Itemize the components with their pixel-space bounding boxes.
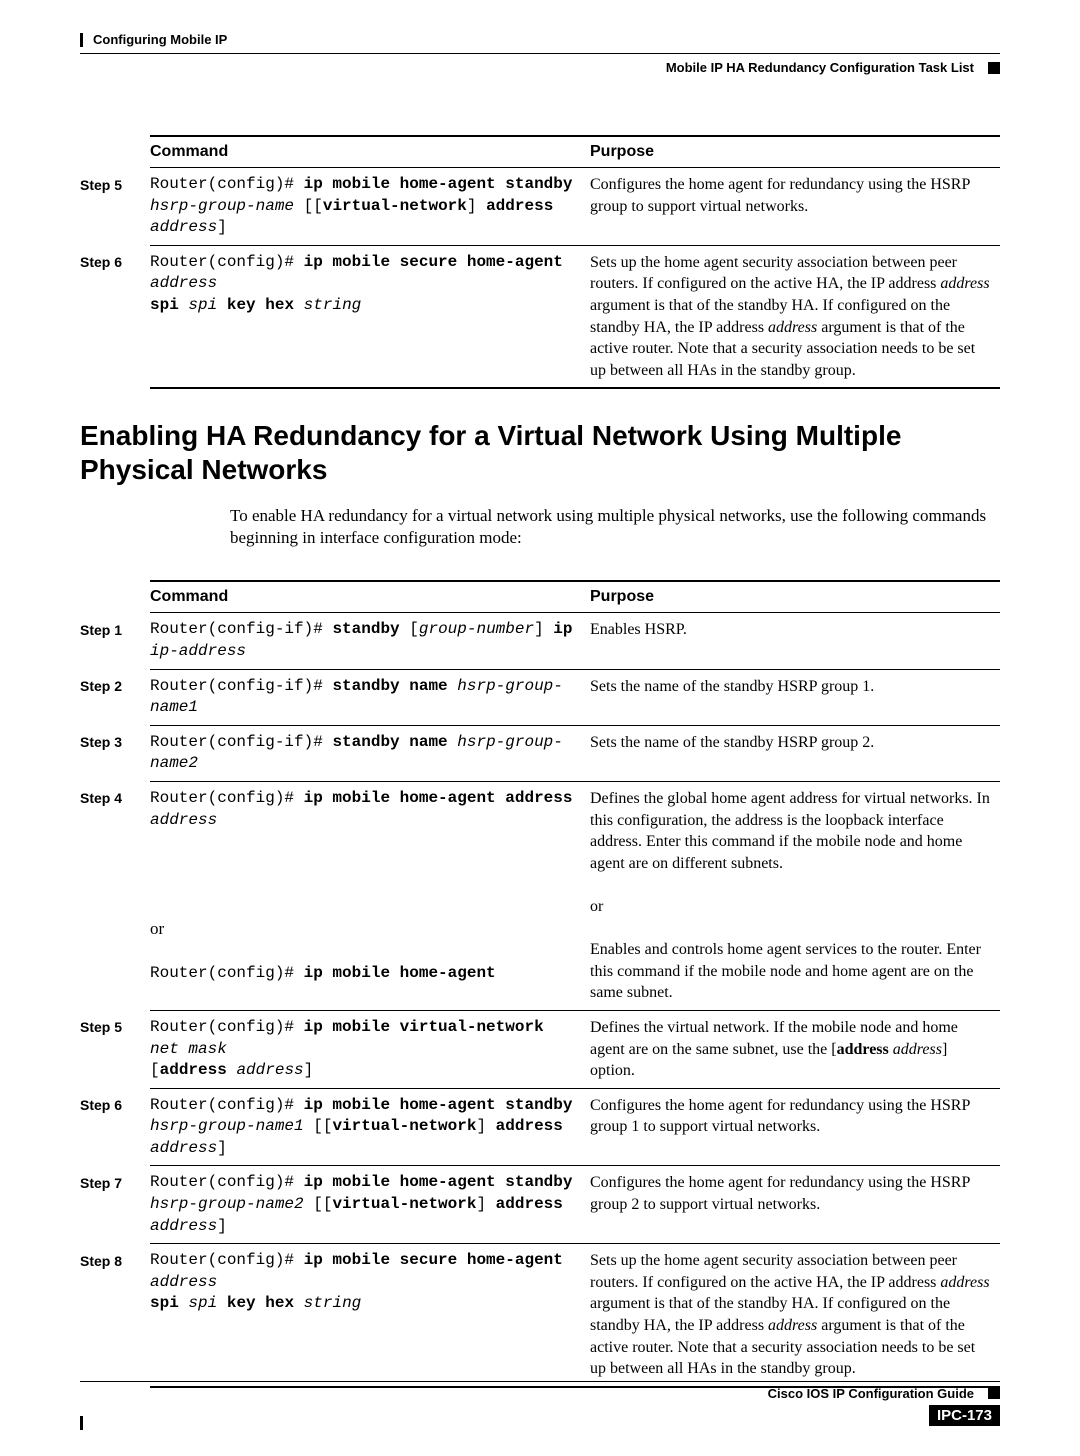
page: Configuring Mobile IP Mobile IP HA Redun… bbox=[0, 0, 1080, 1456]
command-cell: Router(config)# ip mobile secure home-ag… bbox=[150, 1244, 590, 1387]
command-cell: Router(config)# ip mobile home-agent sta… bbox=[150, 1088, 590, 1166]
page-number: IPC-173 bbox=[929, 1405, 1000, 1426]
purpose-cell: Enables HSRP. bbox=[590, 613, 1000, 669]
chapter-title: Configuring Mobile IP bbox=[93, 32, 227, 47]
square-icon bbox=[988, 1387, 1000, 1399]
col-command-header: Command bbox=[150, 581, 590, 613]
col-purpose-header: Purpose bbox=[590, 581, 1000, 613]
command-cell: Router(config)# ip mobile virtual-networ… bbox=[150, 1010, 590, 1088]
step-label: Step 5 bbox=[80, 1010, 150, 1088]
table-row: Step 6 Router(config)# ip mobile secure … bbox=[80, 245, 1000, 388]
step-label: Step 2 bbox=[80, 669, 150, 725]
step-label: Step 8 bbox=[80, 1244, 150, 1387]
purpose-cell: Sets the name of the standby HSRP group … bbox=[590, 725, 1000, 781]
command-table-1: Command Purpose Step 5 Router(config)# i… bbox=[80, 135, 1000, 389]
purpose-cell: Configures the home agent for redundancy… bbox=[590, 168, 1000, 246]
step-label: Step 3 bbox=[80, 725, 150, 781]
command-cell: Router(config)# ip mobile home-agent sta… bbox=[150, 168, 590, 246]
step-label: Step 1 bbox=[80, 613, 150, 669]
section-title-small: Mobile IP HA Redundancy Configuration Ta… bbox=[666, 60, 974, 75]
command-cell: Router(config)# ip mobile home-agent add… bbox=[150, 781, 590, 1010]
footer-guide-title: Cisco IOS IP Configuration Guide bbox=[768, 1386, 974, 1401]
chapter-header: Configuring Mobile IP bbox=[80, 32, 1000, 47]
table-row: Step 8 Router(config)# ip mobile secure … bbox=[80, 1244, 1000, 1387]
step-label: Step 5 bbox=[80, 168, 150, 246]
table-row: Step 3 Router(config-if)# standby name h… bbox=[80, 725, 1000, 781]
command-cell: Router(config)# ip mobile secure home-ag… bbox=[150, 245, 590, 388]
purpose-cell: Sets up the home agent security associat… bbox=[590, 1244, 1000, 1387]
purpose-cell: Configures the home agent for redundancy… bbox=[590, 1166, 1000, 1244]
purpose-cell: Defines the global home agent address fo… bbox=[590, 781, 1000, 1010]
purpose-cell: Configures the home agent for redundancy… bbox=[590, 1088, 1000, 1166]
header-bar-icon bbox=[80, 33, 83, 47]
intro-paragraph: To enable HA redundancy for a virtual ne… bbox=[230, 505, 1000, 551]
table-row: Step 4 Router(config)# ip mobile home-ag… bbox=[80, 781, 1000, 1010]
purpose-cell: Defines the virtual network. If the mobi… bbox=[590, 1010, 1000, 1088]
page-footer: Cisco IOS IP Configuration Guide IPC-173 bbox=[80, 1381, 1000, 1426]
table-row: Step 5 Router(config)# ip mobile virtual… bbox=[80, 1010, 1000, 1088]
table-row: Step 2 Router(config-if)# standby name h… bbox=[80, 669, 1000, 725]
table-row: Step 7 Router(config)# ip mobile home-ag… bbox=[80, 1166, 1000, 1244]
step-label: Step 4 bbox=[80, 781, 150, 1010]
command-cell: Router(config-if)# standby [group-number… bbox=[150, 613, 590, 669]
step-label: Step 6 bbox=[80, 1088, 150, 1166]
purpose-cell: Sets the name of the standby HSRP group … bbox=[590, 669, 1000, 725]
col-purpose-header: Purpose bbox=[590, 136, 1000, 168]
col-step-blank bbox=[80, 581, 150, 613]
step-label: Step 7 bbox=[80, 1166, 150, 1244]
purpose-cell: Sets up the home agent security associat… bbox=[590, 245, 1000, 388]
table-row: Step 1 Router(config-if)# standby [group… bbox=[80, 613, 1000, 669]
col-command-header: Command bbox=[150, 136, 590, 168]
table-row: Step 6 Router(config)# ip mobile home-ag… bbox=[80, 1088, 1000, 1166]
section-heading: Enabling HA Redundancy for a Virtual Net… bbox=[80, 419, 1000, 486]
step-label: Step 6 bbox=[80, 245, 150, 388]
footer-bar-icon bbox=[80, 1416, 83, 1430]
col-step-blank bbox=[80, 136, 150, 168]
command-cell: Router(config)# ip mobile home-agent sta… bbox=[150, 1166, 590, 1244]
command-cell: Router(config-if)# standby name hsrp-gro… bbox=[150, 669, 590, 725]
command-table-2: Command Purpose Step 1 Router(config-if)… bbox=[80, 580, 1000, 1387]
section-header-row: Mobile IP HA Redundancy Configuration Ta… bbox=[80, 53, 1000, 75]
square-icon bbox=[988, 62, 1000, 74]
command-cell: Router(config-if)# standby name hsrp-gro… bbox=[150, 725, 590, 781]
table-row: Step 5 Router(config)# ip mobile home-ag… bbox=[80, 168, 1000, 246]
